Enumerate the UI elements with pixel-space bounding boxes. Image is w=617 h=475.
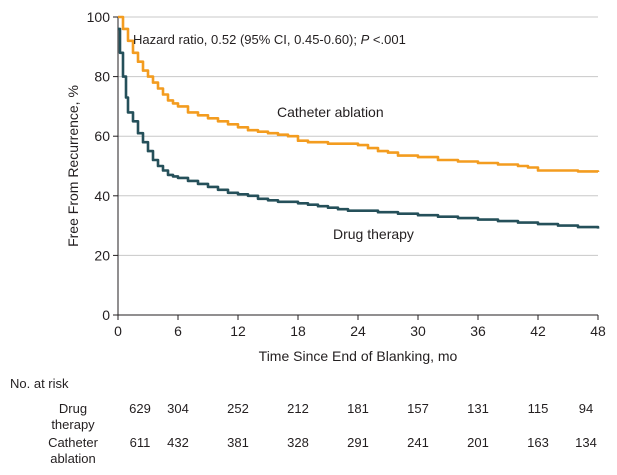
survival-curves <box>118 15 600 229</box>
risk-value-drug-therapy-6: 304 <box>167 401 189 416</box>
x-tick-label-42: 42 <box>530 323 546 339</box>
risk-value-catheter-ablation-0: 611 <box>129 435 151 450</box>
risk-value-catheter-ablation-6: 432 <box>167 435 189 450</box>
series-catheter-ablation-line <box>118 15 600 173</box>
catheter-ablation-curve-label: Catheter ablation <box>277 104 384 120</box>
risk-value-drug-therapy-36: 131 <box>467 401 489 416</box>
y-tick-label-80: 80 <box>94 69 110 85</box>
risk-value-drug-therapy-42: 115 <box>527 401 549 416</box>
y-tick-label-0: 0 <box>102 307 110 323</box>
risk-value-drug-therapy-12: 252 <box>227 401 249 416</box>
risk-table-title: No. at risk <box>10 376 69 391</box>
x-tick-label-18: 18 <box>290 323 306 339</box>
x-tick-label-24: 24 <box>350 323 366 339</box>
x-axis-label: Time Since End of Blanking, mo <box>259 348 458 364</box>
x-tick-label-0: 0 <box>114 323 122 339</box>
drug-therapy-curve-label: Drug therapy <box>333 226 414 242</box>
risk-value-drug-therapy-24: 181 <box>347 401 369 416</box>
risk-value-drug-therapy-30: 157 <box>407 401 429 416</box>
risk-value-catheter-ablation-30: 241 <box>407 435 429 450</box>
hazard-ratio-text: Hazard ratio, 0.52 (95% CI, 0.45-0.60); <box>133 32 361 47</box>
y-tick-label-40: 40 <box>94 188 110 204</box>
risk-row-label-catheter-ablation: Catheter ablation <box>35 435 111 467</box>
hazard-ratio-annotation: Hazard ratio, 0.52 (95% CI, 0.45-0.60); … <box>133 32 406 47</box>
y-axis-label: Free From Recurrence, % <box>65 85 81 247</box>
p-symbol: P <box>361 32 370 47</box>
risk-row-label-line1: Drug <box>58 401 88 416</box>
risk-value-drug-therapy-48: 94 <box>578 401 594 416</box>
risk-row-label-drug-therapy: Drug therapy <box>35 401 111 433</box>
x-tick-label-12: 12 <box>230 323 246 339</box>
x-tick-label-30: 30 <box>410 323 426 339</box>
risk-value-catheter-ablation-24: 291 <box>347 435 369 450</box>
risk-value-drug-therapy-18: 212 <box>287 401 309 416</box>
p-value: <.001 <box>369 32 406 47</box>
series-drug-therapy-line <box>118 27 600 229</box>
y-tick-label-60: 60 <box>94 128 110 144</box>
risk-value-catheter-ablation-42: 163 <box>527 435 549 450</box>
grid-lines <box>118 16 598 256</box>
risk-value-catheter-ablation-12: 381 <box>227 435 249 450</box>
risk-row-label-line2: therapy <box>51 417 95 432</box>
x-tick-label-48: 48 <box>590 323 606 339</box>
risk-value-catheter-ablation-48: 134 <box>575 435 597 450</box>
x-tick-label-6: 6 <box>174 323 182 339</box>
y-tick-label-100: 100 <box>87 9 111 25</box>
risk-value-catheter-ablation-36: 201 <box>467 435 489 450</box>
risk-value-drug-therapy-0: 629 <box>129 401 151 416</box>
x-tick-label-36: 36 <box>470 323 486 339</box>
axes: 0 20 40 60 80 100 0 6 12 18 24 30 36 42 48 <box>87 9 606 339</box>
risk-row-label-line2: ablation <box>50 451 96 466</box>
risk-row-label-line1: Catheter <box>48 435 98 450</box>
risk-value-catheter-ablation-18: 328 <box>287 435 309 450</box>
y-tick-label-20: 20 <box>94 247 110 263</box>
